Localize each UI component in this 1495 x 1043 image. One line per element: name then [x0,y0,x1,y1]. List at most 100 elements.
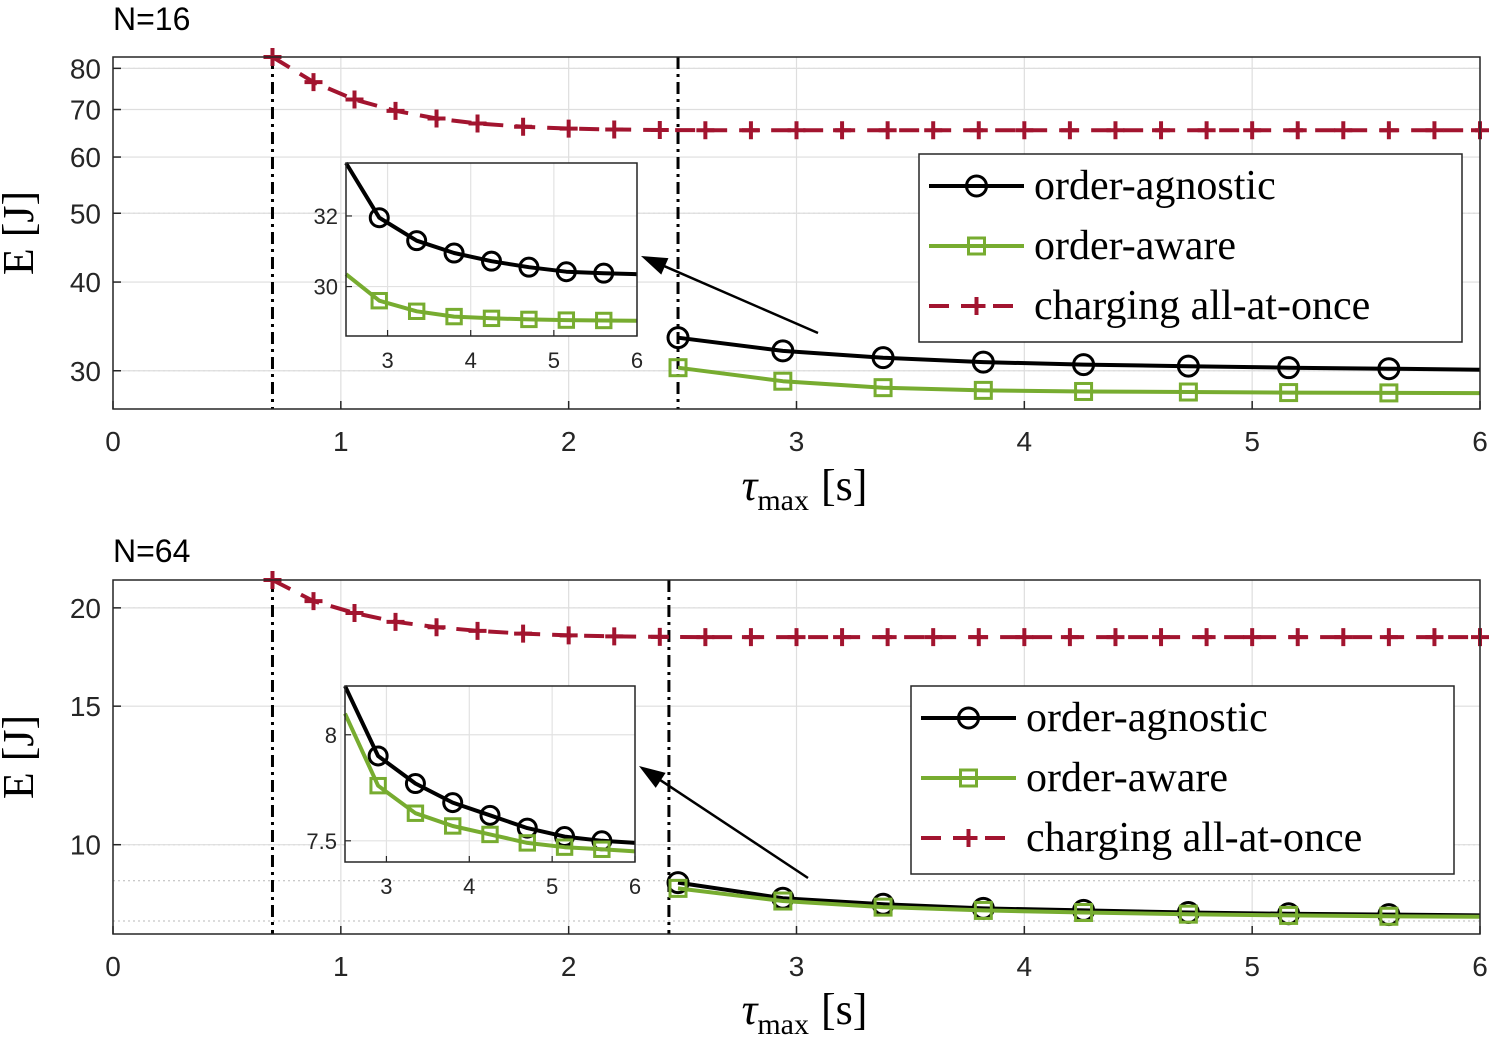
inset-y-tick-label: 30 [314,275,338,300]
inset-series-line [344,272,638,323]
data-point [873,378,893,398]
series-line [271,578,1480,640]
data-point [345,90,364,109]
data-point [973,900,993,920]
data-point [1106,121,1125,140]
inset: 3 4 5 6 7.5 8 [306,685,641,899]
data-point [559,119,578,138]
data-point [1178,904,1198,924]
legend-marker [957,706,980,730]
data-point [386,101,405,120]
legend-item: charging all-at-once [929,283,1370,329]
inset-frame [344,685,636,863]
data-point [773,371,793,391]
data-point [386,612,405,631]
x-tick-label: 4 [1017,426,1033,457]
inset-x-tick-label: 4 [463,874,475,899]
data-point [666,326,690,350]
inset-series-order-aware [343,712,636,858]
data-point [1197,628,1216,647]
data-point [427,109,446,128]
data-point [1288,628,1307,647]
y-tick-label: 40 [70,267,101,298]
x-tick-label: 4 [1017,951,1033,982]
y-tick-label: 15 [70,691,101,722]
inset-data-point [518,834,536,852]
y-tick-label: 60 [70,142,101,173]
series-order-aware [668,878,1481,926]
x-axis-label: τmax [s] [742,461,868,517]
data-point [1152,121,1171,140]
x-tick-label: 3 [789,951,805,982]
inset-x-tick-label: 3 [381,348,393,373]
y-tick-label: 30 [70,356,101,387]
inset-plot-area [346,163,637,336]
data-point [1072,353,1096,377]
data-point [1279,905,1299,925]
data-point [1015,121,1034,140]
data-point [973,380,993,400]
data-point [696,628,715,647]
data-point [871,346,895,370]
data-point [1074,381,1094,401]
x-axis-label-subscript: max [757,484,809,517]
x-tick-label: 2 [561,426,577,457]
data-point [741,628,760,647]
inset-x-tick-label: 6 [631,348,643,373]
data-point [1279,383,1299,403]
data-point [873,897,893,917]
data-point [668,358,688,378]
x-axis-label: τmax [s] [742,985,868,1041]
data-point [468,114,487,133]
x-tick-label: 1 [333,426,349,457]
legend-label: order-aware [1026,755,1228,801]
data-point [427,618,446,637]
inset-data-point [404,773,426,795]
inset-x-tick-label: 5 [546,874,558,899]
data-point [1106,628,1125,647]
inset: 3 4 5 6 30 32 [314,161,643,373]
data-point [1015,628,1034,647]
y-axis-label: E [J] [0,715,43,799]
y-tick-label: 50 [70,198,101,229]
data-point [304,73,323,92]
data-point [468,621,487,640]
inset-data-point [593,262,615,284]
series-line [271,55,1480,133]
data-point [345,604,364,623]
data-point [771,339,795,363]
inset-data-point [555,261,577,283]
data-point [605,120,624,139]
inset-data-point [370,291,388,310]
data-point [787,628,806,647]
data-point [878,628,897,647]
data-point [1243,628,1262,647]
inset-data-point [557,311,576,329]
data-point [833,121,852,140]
inset-arrow-shaft [656,776,809,880]
data-point [787,121,806,140]
series-line [677,886,1481,919]
data-point [1379,628,1398,647]
data-point [1152,628,1171,647]
y-tick-label: 80 [70,53,101,84]
inset-series-order-aware [344,272,638,330]
legend-label: order-agnostic [1026,695,1268,741]
legend-label: order-aware [1034,223,1236,269]
inset-series-line [344,161,638,277]
x-axis-label-unit: [s] [821,461,867,510]
inset-data-point [445,307,463,326]
series-line [677,365,1481,396]
data-point [1060,628,1079,647]
y-tick-label: 70 [70,95,101,126]
inset-data-point [368,207,390,229]
inset-y-tick-label: 32 [314,204,338,229]
data-point [773,891,793,911]
x-tick-label: 1 [333,951,349,982]
inset-series-line [343,685,636,845]
legend-marker [959,829,978,847]
data-point [514,117,533,136]
legend-label: order-agnostic [1034,163,1276,209]
legend-item: order-agnostic [929,163,1276,209]
